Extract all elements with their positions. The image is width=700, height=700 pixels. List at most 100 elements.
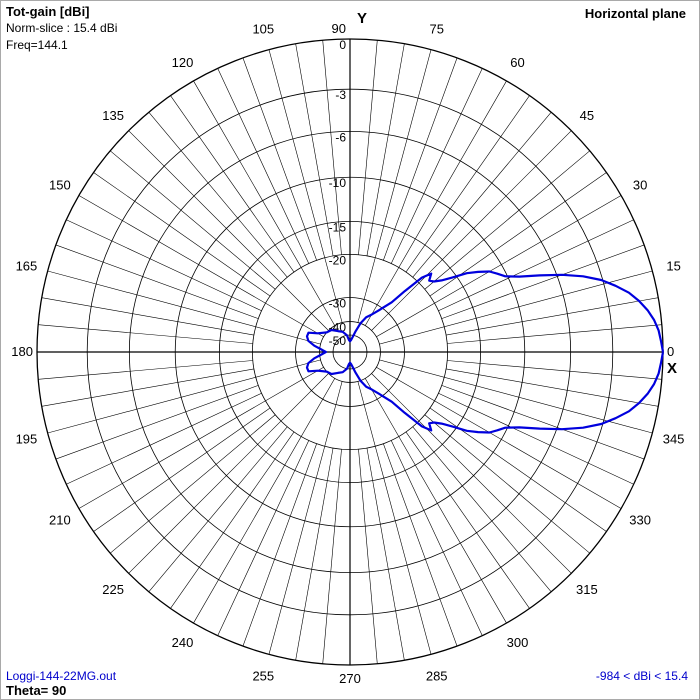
grid-spoke [128,373,329,574]
grid-spoke [47,359,321,434]
radial-tick-label: -6 [335,130,346,144]
radial-tick-label: -30 [329,297,347,311]
grid-spoke [438,392,634,485]
angle-tick-labels: 0 15 30 45 60 75 90 105 120 135 150 165 180 195 210 225… [11,21,684,686]
grid-spoke [47,270,321,345]
grid-spoke [358,449,378,664]
grid-spoke [268,381,343,655]
grid-spoke [38,360,253,380]
grid-spoke [242,57,317,261]
grid-spoke [268,49,343,323]
frequency-label: Freq=144.1 [6,38,68,52]
grid-spoke [412,426,552,592]
grid-spoke [78,195,324,338]
radial-tick-label: -15 [329,220,347,234]
grid-spoke [322,449,342,664]
angle-tick-label: 315 [576,582,598,597]
grid-spoke [441,385,645,460]
grid-spoke [242,443,317,647]
grid-spoke [357,49,432,323]
radial-tick-label: -50 [329,334,347,348]
grid-spoke [295,43,334,256]
angle-tick-label: 345 [663,432,685,447]
grid-spoke [390,68,483,264]
angle-tick-label: 165 [16,258,38,273]
grid-spoke [66,392,262,485]
grid-spoke [66,219,262,312]
grid-spoke [93,407,271,532]
grid-spoke [148,426,288,592]
angle-tick-label: 15 [666,258,680,273]
grid-spoke [128,130,329,331]
angle-tick-label: 90 [332,21,346,36]
angle-tick-label: 0 [667,344,674,359]
radial-tick-label: -10 [329,176,347,190]
grid-spoke [78,366,324,509]
angle-tick-label: 60 [510,55,524,70]
theta-label: Theta= 90 [6,683,67,698]
gain-range-label: -984 < dBi < 15.4 [595,669,688,683]
grid-spoke [366,448,405,661]
grid-spoke [55,385,259,460]
grid-spoke [41,297,254,336]
grid-spoke [193,80,336,326]
grid-spoke [193,378,336,624]
grid-spoke [438,219,634,312]
grid-spoke [110,414,276,554]
grid-spoke [441,244,645,319]
grid-spoke [366,43,405,256]
grid-spoke [447,324,662,344]
grid-spoke [405,431,530,609]
angle-tick-label: 330 [629,513,651,528]
angle-tick-label: 285 [426,669,448,684]
grid-spoke [390,440,483,636]
angle-tick-label: 210 [49,513,71,528]
grid-spoke [364,80,507,326]
pattern-trace [305,270,665,434]
radial-tick-label: -3 [335,88,346,102]
grid-spoke [424,150,590,290]
grid-spoke [405,95,530,273]
grid-spoke [322,40,342,255]
angle-tick-label: 240 [172,635,194,650]
grid-spoke [412,112,552,278]
grid-spoke [357,381,432,655]
angle-tick-label: 195 [16,432,38,447]
grid-spoke [148,112,288,278]
grid-spoke [170,431,295,609]
radial-tick-labels: 0-3-6-10-15-20-30-40-50 [329,38,347,348]
angle-tick-label: 105 [252,21,274,36]
grid-spoke [93,172,271,297]
filename-label: Loggi-144-22MG.out [6,669,117,683]
angle-tick-label: 75 [429,21,443,36]
radial-tick-label: 0 [339,38,346,52]
grid-spoke [55,244,259,319]
grid-spoke [446,368,659,407]
grid-spoke [371,130,572,331]
grid-spoke [295,448,334,661]
grid-spoke [376,366,622,509]
angle-tick-label: 255 [252,669,274,684]
radiation-pattern [305,270,665,434]
plane-label: Horizontal plane [584,6,686,21]
grid-spoke [217,68,310,264]
angle-tick-label: 45 [580,108,594,123]
norm-slice-label: Norm-slice : 15.4 dBi [6,21,118,35]
grid-spoke [110,150,276,290]
angle-tick-label: 270 [339,671,361,686]
polar-grid [36,38,664,666]
grid-spoke [364,378,507,624]
radial-tick-label: -20 [329,253,347,267]
angle-tick-label: 30 [633,178,647,193]
grid-spoke [217,440,310,636]
grid-spoke [383,443,458,647]
angle-tick-label: 135 [102,108,124,123]
grid-spoke [446,297,659,336]
grid-spoke [447,360,662,380]
angle-tick-label: 300 [507,635,529,650]
grid-spoke [41,368,254,407]
grid-spoke [376,195,622,338]
chart-title: Tot-gain [dBi] [6,4,90,19]
angle-tick-label: 180 [11,344,33,359]
